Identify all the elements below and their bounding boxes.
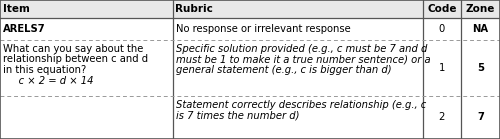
Text: in this equation?: in this equation? [3, 65, 86, 75]
Text: Item: Item [3, 4, 30, 14]
Text: 5: 5 [477, 63, 484, 73]
Bar [0, 0, 500, 18]
Text: is 7 times the number d): is 7 times the number d) [176, 111, 299, 121]
Text: What can you say about the: What can you say about the [3, 44, 144, 54]
Text: relationship between c and d: relationship between c and d [3, 54, 148, 64]
Text: Rubric: Rubric [176, 4, 214, 14]
Text: Specific solution provided (e.g., c must be 7 and d: Specific solution provided (e.g., c must… [176, 44, 427, 54]
Text: NA: NA [472, 24, 488, 34]
Text: 2: 2 [438, 112, 445, 122]
Text: Zone: Zone [466, 4, 495, 14]
Text: general statement (e.g., c is bigger than d): general statement (e.g., c is bigger tha… [176, 65, 391, 75]
Text: 7: 7 [477, 112, 484, 122]
Text: ARELS7: ARELS7 [3, 24, 45, 34]
Text: Statement correctly describes relationship (e.g., c: Statement correctly describes relationsh… [176, 100, 426, 110]
Text: 1: 1 [438, 63, 445, 73]
Text: must be 1 to make it a true number sentence) or a: must be 1 to make it a true number sente… [176, 54, 430, 64]
Text: 0: 0 [438, 24, 445, 34]
Text: Code: Code [427, 4, 456, 14]
Text: c × 2 = d × 14: c × 2 = d × 14 [3, 75, 94, 85]
Text: No response or irrelevant response: No response or irrelevant response [176, 24, 350, 34]
